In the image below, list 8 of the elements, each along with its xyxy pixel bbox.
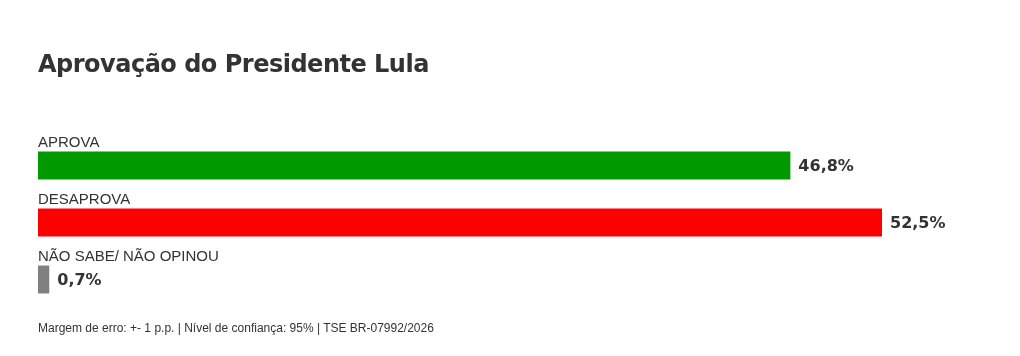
data-label: 52,5% [890, 212, 946, 232]
y-tick-label: APROVA [38, 132, 100, 150]
chart-title: Aprovação do Presidente Lula [38, 50, 429, 78]
y-tick-label: DESAPROVA [38, 189, 131, 207]
data-label: 0,7% [57, 269, 102, 289]
data-label: 46,8% [798, 155, 854, 175]
text: Margem de erro: +- 1 p.p. | Nível de confiança: 95% | TSE BR-07992/2026 [38, 321, 434, 335]
y-tick-label: NÃO SABE/ NÃO OPINOU [38, 246, 219, 264]
